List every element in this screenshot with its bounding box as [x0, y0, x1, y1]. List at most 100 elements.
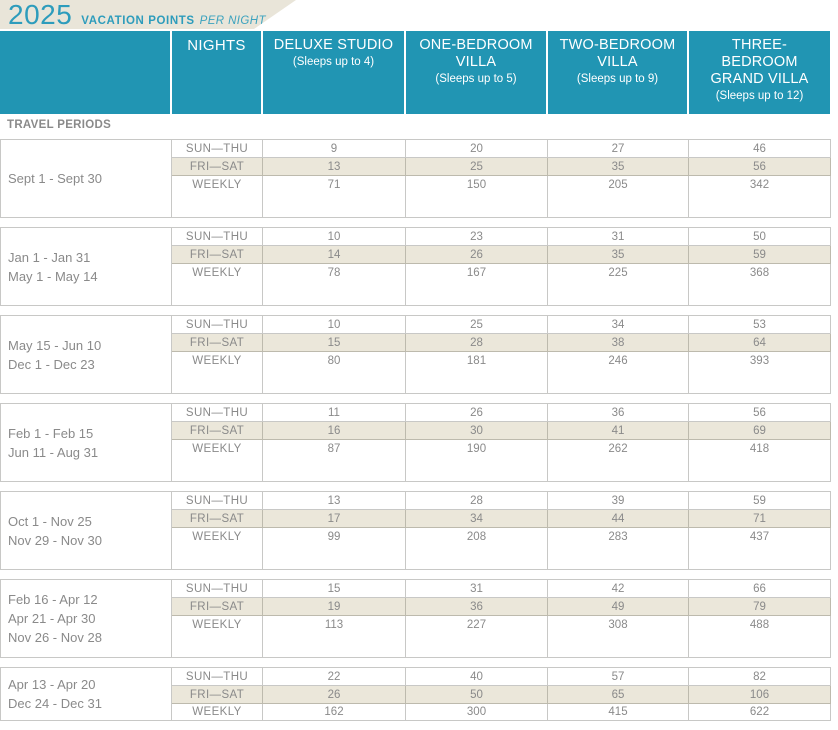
points-value: 39: [547, 491, 689, 510]
night-type-label: WEEKLY: [171, 615, 263, 658]
travel-period-label: Feb 16 - Apr 12 Apr 21 - Apr 30 Nov 26 - N…: [0, 579, 172, 658]
fri-sat-row: FRI—SAT 26 50 65 106: [1, 685, 831, 704]
points-value: 300: [405, 703, 548, 721]
points-value: 308: [547, 615, 689, 658]
points-value: 10: [262, 315, 406, 334]
points-value: 15: [262, 333, 406, 352]
sun-thu-row: Oct 1 - Nov 25 Nov 29 - Nov 30 SUN—THU 13…: [0, 491, 831, 570]
page-subtitle: PER NIGHT: [199, 15, 266, 27]
points-value: 34: [547, 315, 689, 334]
points-value: 56: [688, 157, 831, 176]
sun-thu-row: Apr 13 - Apr 20 Dec 24 - Dec 31 SUN—THU 2…: [0, 667, 831, 721]
points-value: 225: [547, 263, 689, 306]
night-type-label: FRI—SAT: [171, 509, 263, 528]
points-value: 415: [547, 703, 689, 721]
points-value: 64: [688, 333, 831, 352]
night-type-label: FRI—SAT: [171, 333, 263, 352]
points-value: 59: [688, 491, 831, 510]
unit-name: DELUXE STUDIO: [273, 37, 394, 53]
night-type-label: SUN—THU: [171, 667, 263, 686]
points-value: 65: [547, 685, 689, 704]
rate-group-table: Apr 13 - Apr 20 Dec 24 - Dec 31 SUN—THU 2…: [0, 667, 831, 721]
points-value: 162: [262, 703, 406, 721]
points-value: 13: [262, 157, 406, 176]
points-value: 36: [405, 597, 548, 616]
fri-sat-row: FRI—SAT 14 26 35 59: [1, 245, 831, 264]
points-value: 488: [688, 615, 831, 658]
points-value: 31: [547, 227, 689, 246]
night-type-label: WEEKLY: [171, 175, 263, 218]
night-type-label: WEEKLY: [171, 527, 263, 570]
points-value: 208: [405, 527, 548, 570]
points-value: 205: [547, 175, 689, 218]
night-type-label: SUN—THU: [171, 227, 263, 246]
travel-period-line: Apr 21 - Apr 30: [8, 611, 96, 626]
points-value: 11: [262, 403, 406, 422]
points-value: 57: [547, 667, 689, 686]
points-value: 190: [405, 439, 548, 482]
travel-period-line: Feb 1 - Feb 15: [8, 425, 94, 441]
points-value: 34: [405, 509, 548, 528]
points-value: 22: [262, 667, 406, 686]
points-value: 71: [688, 509, 831, 528]
travel-period-line: Jan 1 - Jan 31: [8, 249, 91, 265]
points-value: 79: [688, 597, 831, 616]
points-value: 46: [688, 139, 831, 158]
points-value: 342: [688, 175, 831, 218]
rate-group-table: Feb 16 - Apr 12 Apr 21 - Apr 30 Nov 26 - N…: [0, 579, 831, 658]
travel-period-line: Feb 16 - Apr 12: [8, 592, 98, 607]
night-type-label: FRI—SAT: [171, 597, 263, 616]
points-value: 246: [547, 351, 689, 394]
rate-group-table: Sept 1 - Sept 30 SUN—THU 9 20 27 46 FRI—…: [0, 139, 831, 218]
travel-period-label: Feb 1 - Feb 15 Jun 11 - Aug 31: [0, 403, 172, 482]
travel-period-line: Apr 13 - Apr 20: [8, 677, 96, 692]
rate-table-header: NIGHTS DELUXE STUDIO (Sleeps up to 4) ON…: [0, 31, 830, 114]
points-value: 16: [262, 421, 406, 440]
points-value: 71: [262, 175, 406, 218]
points-value: 393: [688, 351, 831, 394]
points-value: 622: [688, 703, 831, 721]
night-type-label: WEEKLY: [171, 703, 263, 721]
points-value: 41: [547, 421, 689, 440]
points-value: 35: [547, 157, 689, 176]
night-type-label: WEEKLY: [171, 351, 263, 394]
column-header-two-bedroom: TWO-BEDROOM VILLA (Sleeps up to 9): [546, 31, 688, 114]
travel-periods-heading: TRAVEL PERIODS: [7, 119, 112, 131]
weekly-row: WEEKLY 162 300 415 622: [1, 703, 831, 721]
points-value: 30: [405, 421, 548, 440]
points-value: 27: [547, 139, 689, 158]
points-value: 49: [547, 597, 689, 616]
points-value: 56: [688, 403, 831, 422]
night-type-label: WEEKLY: [171, 263, 263, 306]
points-value: 283: [547, 527, 689, 570]
points-value: 437: [688, 527, 831, 570]
points-value: 31: [405, 579, 548, 598]
points-value: 106: [688, 685, 831, 704]
points-value: 36: [547, 403, 689, 422]
travel-period-line: Nov 29 - Nov 30: [8, 532, 102, 548]
sun-thu-row: Jan 1 - Jan 31 May 1 - May 14 SUN—THU 10 …: [0, 227, 831, 306]
travel-period-line: Jun 11 - Aug 31: [8, 444, 99, 460]
weekly-row: WEEKLY 113 227 308 488: [1, 615, 831, 658]
points-value: 35: [547, 245, 689, 264]
unit-name: THREE-BEDROOM GRAND VILLA: [710, 37, 809, 87]
points-value: 78: [262, 263, 406, 306]
rate-group-table: Feb 1 - Feb 15 Jun 11 - Aug 31 SUN—THU 11…: [0, 403, 831, 482]
points-value: 44: [547, 509, 689, 528]
points-value: 59: [688, 245, 831, 264]
points-value: 26: [405, 403, 548, 422]
rate-group-table: Jan 1 - Jan 31 May 1 - May 14 SUN—THU 10 …: [0, 227, 831, 306]
fri-sat-row: FRI—SAT 16 30 41 69: [1, 421, 831, 440]
points-value: 69: [688, 421, 831, 440]
points-value: 15: [262, 579, 406, 598]
points-value: 26: [262, 685, 406, 704]
travel-period-line: Nov 26 - Nov 28: [8, 630, 102, 645]
points-value: 40: [405, 667, 548, 686]
sun-thu-row: Feb 1 - Feb 15 Jun 11 - Aug 31 SUN—THU 11…: [0, 403, 831, 482]
points-value: 28: [405, 333, 548, 352]
points-value: 42: [547, 579, 689, 598]
points-value: 262: [547, 439, 689, 482]
title-banner: 2025 VACATION POINTS PER NIGHT: [0, 0, 296, 29]
weekly-row: WEEKLY 87 190 262 418: [1, 439, 831, 482]
column-header-one-bedroom: ONE-BEDROOM VILLA (Sleeps up to 5): [404, 31, 547, 114]
